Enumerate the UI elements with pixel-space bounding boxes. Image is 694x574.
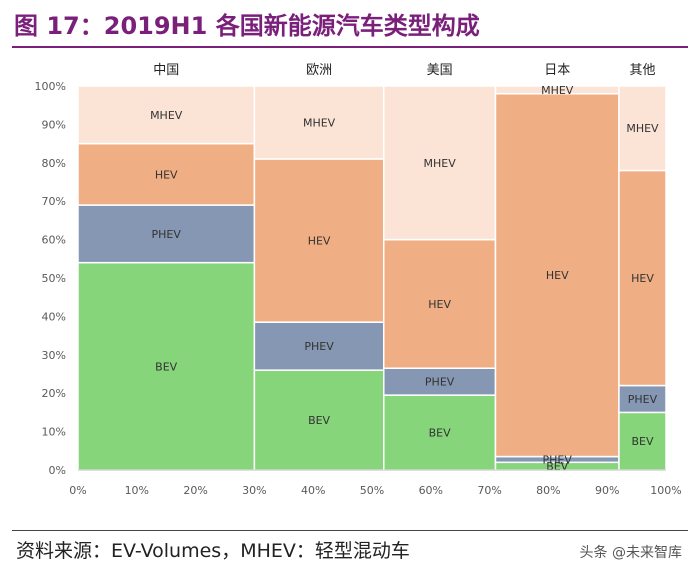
category-label: 美国 [427,63,453,78]
bar-segment-phev [383,367,497,396]
bar-segment-mhev [383,85,497,241]
bar-segment-phev [77,204,256,264]
category-label: 其他 [629,63,655,78]
chart-segment-labels: BEV PHEV HEV MHEV BEV PHEV HEV MHEV BEV PHEV HEV MH… [150,84,659,473]
category-label: 日本 [544,63,570,78]
segment-label-bev: BEV [308,414,330,427]
bar-segment-bev [253,369,385,471]
segment-label-phev: PHEV [152,228,182,241]
y-tick-label: 60% [42,234,66,247]
segment-label-phev: PHEV [304,340,334,353]
x-tick-label: 90% [595,484,619,497]
y-tick-label: 30% [42,349,66,362]
bar-segment-bev [618,411,667,471]
chart-category-labels: 中国 欧洲 美国 日本 其他 [153,63,655,78]
segment-label-mhev: MHEV [626,122,659,135]
x-tick-label: 20% [183,484,207,497]
y-tick-label: 50% [42,272,66,285]
watermark-text: 头条 @未来智库 [579,545,682,561]
y-tick-label: 90% [42,118,66,131]
segment-label-hev: HEV [155,168,178,181]
x-tick-label: 0% [69,484,86,497]
y-axis: 0% 10% 20% 30% 40% 50% 60% 70% 80% 90% 100% [35,80,66,477]
figure-title: 图 17：2019H1 各国新能源汽车类型构成 [14,12,480,40]
bar-segment-phev [618,384,667,414]
y-tick-label: 0% [49,464,66,477]
segment-label-bev: BEV [429,427,451,440]
chart-bars [77,85,667,471]
segment-label-phev: PHEV [543,453,573,466]
mosaic-chart: BEV PHEV HEV MHEV BEV PHEV HEV MHEV BEV PHEV HEV MH… [35,63,682,497]
bar-segment-mhev [77,85,256,145]
x-axis: 0% 10% 20% 30% 40% 50% 60% 70% 80% 90% 100% [69,469,682,497]
source-rule [12,530,688,531]
bar-segment-mhev [253,85,385,160]
segment-label-phev: PHEV [425,376,455,389]
bar-segment-bev [383,394,497,471]
segment-label-mhev: MHEV [423,157,456,170]
bar-segment-hev [494,92,620,458]
x-tick-label: 30% [242,484,266,497]
y-tick-label: 40% [42,310,66,323]
x-tick-label: 50% [360,484,384,497]
title-rule [12,46,688,48]
bar-segment-hev [253,158,385,323]
x-tick-label: 60% [419,484,443,497]
category-label: 中国 [153,63,179,78]
segment-label-bev: BEV [155,360,177,373]
bar-segment-hev [383,238,497,369]
y-tick-label: 70% [42,195,66,208]
y-tick-label: 100% [35,80,66,93]
source-note: 资料来源：EV-Volumes，MHEV：轻型混动车 [16,540,410,562]
segment-label-hev: HEV [631,272,654,285]
bar-segment-phev [253,321,385,371]
x-tick-label: 40% [301,484,325,497]
x-tick-label: 10% [125,484,149,497]
segment-label-mhev: MHEV [303,116,336,129]
bar-segment-hev [618,169,667,387]
bar-segment-mhev [618,85,667,172]
segment-label-mhev: MHEV [541,84,574,97]
segment-label-hev: HEV [308,235,331,248]
bar-segment-hev [77,142,256,206]
x-tick-label: 70% [477,484,501,497]
segment-label-mhev: MHEV [150,109,183,122]
category-label: 欧洲 [306,63,332,78]
bar-segment-bev [77,261,256,471]
segment-label-hev: HEV [428,298,451,311]
y-tick-label: 10% [42,426,66,439]
y-tick-label: 80% [42,157,66,170]
x-tick-label: 100% [650,484,681,497]
segment-label-bev: BEV [631,435,653,448]
y-tick-label: 20% [42,387,66,400]
segment-label-phev: PHEV [628,393,658,406]
segment-label-hev: HEV [546,269,569,282]
x-tick-label: 80% [536,484,560,497]
